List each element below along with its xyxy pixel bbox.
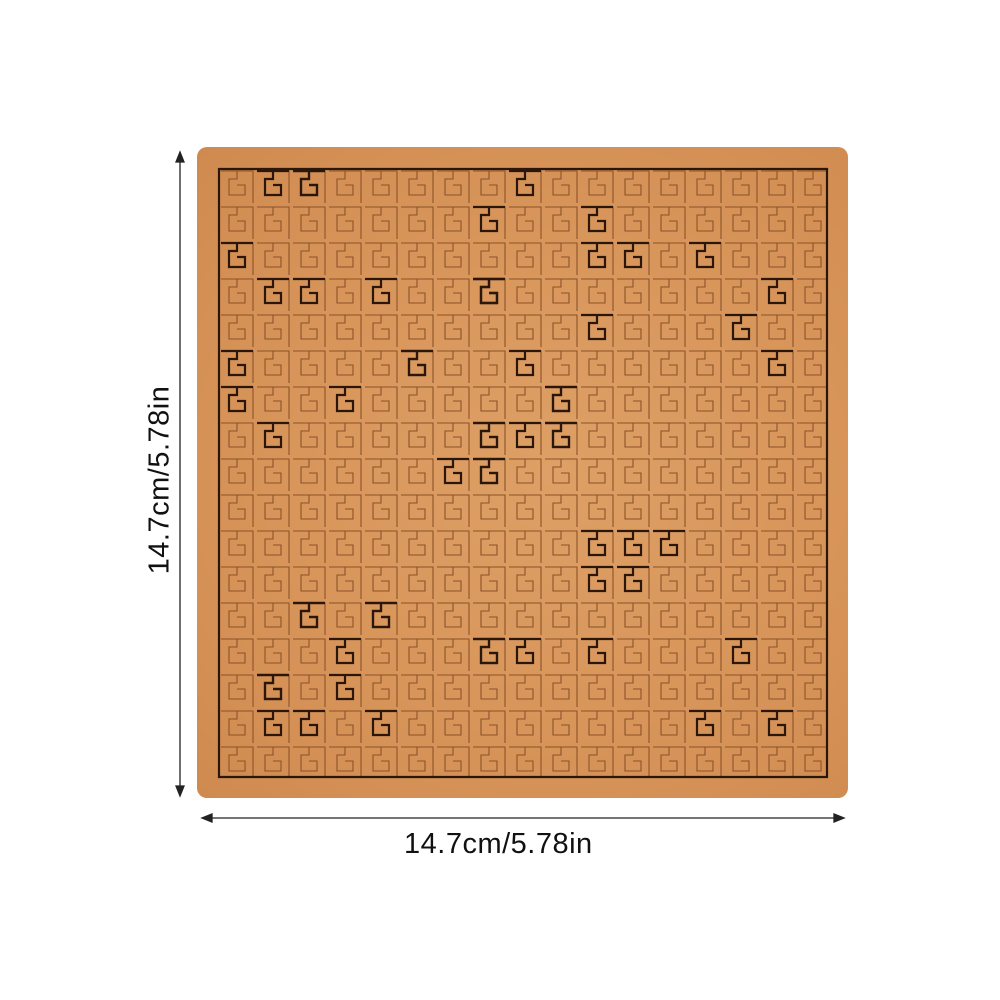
piece-outline bbox=[473, 277, 505, 305]
height-dimension-arrow bbox=[175, 150, 185, 798]
piece-outline bbox=[761, 709, 793, 737]
piece-outline bbox=[509, 349, 541, 377]
piece-outline bbox=[293, 277, 325, 305]
piece-outline bbox=[581, 565, 613, 593]
piece-outline bbox=[545, 385, 577, 413]
piece-outline bbox=[509, 169, 541, 197]
piece-outline bbox=[581, 205, 613, 233]
piece-outline bbox=[401, 349, 433, 377]
piece-outline bbox=[221, 241, 253, 269]
piece-outline bbox=[689, 241, 721, 269]
piece-outline bbox=[617, 565, 649, 593]
width-dimension-arrow bbox=[200, 813, 846, 823]
piece-outline bbox=[689, 709, 721, 737]
piece-outline bbox=[581, 313, 613, 341]
piece-outline bbox=[257, 709, 289, 737]
piece-outline bbox=[329, 385, 361, 413]
piece-outline bbox=[365, 601, 397, 629]
piece-outline bbox=[257, 673, 289, 701]
piece-outline bbox=[509, 637, 541, 665]
piece-outline bbox=[221, 349, 253, 377]
height-label: 14.7cm/5.78in bbox=[143, 385, 176, 575]
wooden-puzzle-board bbox=[197, 147, 848, 798]
piece-outline bbox=[257, 421, 289, 449]
piece-outline bbox=[473, 457, 505, 485]
piece-outline bbox=[365, 709, 397, 737]
piece-outline bbox=[725, 313, 757, 341]
piece-outline bbox=[293, 601, 325, 629]
piece-outline bbox=[761, 277, 793, 305]
piece-outline bbox=[761, 349, 793, 377]
piece-outline bbox=[217, 167, 829, 779]
piece-outline bbox=[473, 421, 505, 449]
piece-outline bbox=[617, 241, 649, 269]
piece-outline bbox=[581, 529, 613, 557]
piece-outline bbox=[221, 385, 253, 413]
piece-outline bbox=[725, 637, 757, 665]
piece-outline bbox=[545, 421, 577, 449]
piece-outline bbox=[293, 169, 325, 197]
piece-outline bbox=[509, 421, 541, 449]
piece-outline bbox=[365, 277, 397, 305]
piece-outline bbox=[473, 205, 505, 233]
piece-outline bbox=[581, 241, 613, 269]
piece-outline bbox=[581, 637, 613, 665]
piece-outline bbox=[653, 529, 685, 557]
width-label: 14.7cm/5.78in bbox=[404, 828, 593, 860]
piece-outline bbox=[329, 673, 361, 701]
piece-outline bbox=[257, 277, 289, 305]
greek-key-pattern bbox=[217, 167, 829, 779]
piece-outline bbox=[473, 637, 505, 665]
piece-outline bbox=[329, 637, 361, 665]
piece-outline bbox=[437, 457, 469, 485]
piece-outline bbox=[617, 529, 649, 557]
piece-outline bbox=[257, 169, 289, 197]
piece-outline bbox=[293, 709, 325, 737]
